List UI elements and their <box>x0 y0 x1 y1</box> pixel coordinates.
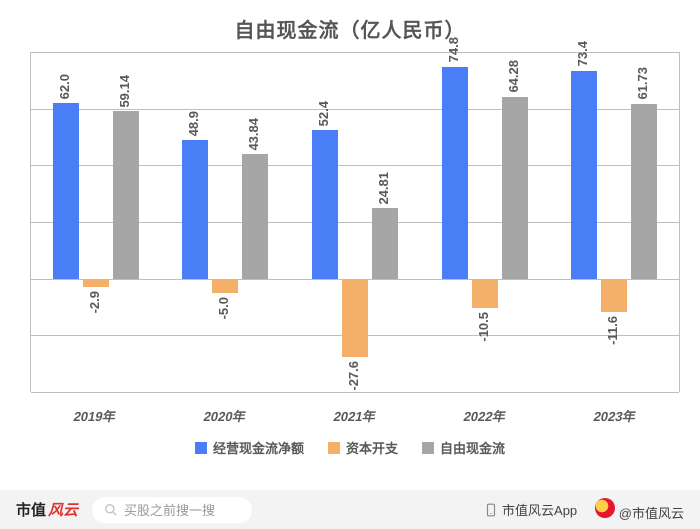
bar <box>83 279 109 287</box>
bar-value-label: 43.84 <box>246 118 261 151</box>
footer-logo-part1: 市值 <box>16 499 46 520</box>
bar-value-label: 59.14 <box>117 75 132 108</box>
search-icon <box>104 503 118 517</box>
chart-legend: 经营现金流净额 资本开支 自由现金流 <box>0 438 700 457</box>
bar <box>601 279 627 312</box>
footer-bar: 市值风云 买股之前搜一搜 市值风云App @市值风云 <box>0 490 700 529</box>
weibo-icon <box>595 498 615 518</box>
legend-label: 资本开支 <box>346 438 398 457</box>
bar <box>53 103 79 279</box>
legend-label: 自由现金流 <box>440 438 505 457</box>
chart-group: 73.4-11.661.73 <box>549 52 679 392</box>
bar-value-label: -10.5 <box>476 312 491 342</box>
search-box[interactable]: 买股之前搜一搜 <box>92 497 252 523</box>
bar <box>571 71 597 279</box>
bar <box>472 279 498 309</box>
bar-value-label: -27.6 <box>346 361 361 391</box>
bar-value-label: 61.73 <box>635 67 650 100</box>
bar-value-label: 48.9 <box>186 111 201 136</box>
footer-logo: 市值风云 <box>16 499 78 520</box>
chart-group: 62.0 -2.9 59.14 <box>31 52 161 392</box>
bar <box>372 208 398 278</box>
legend-label: 经营现金流净额 <box>213 438 304 457</box>
bar <box>442 67 468 279</box>
x-axis-category: 2021年 <box>290 400 420 430</box>
legend-item: 自由现金流 <box>422 438 505 457</box>
x-axis-category: 2019年 <box>30 400 160 430</box>
grid-line <box>31 392 679 393</box>
legend-swatch <box>422 442 434 454</box>
bar <box>113 111 139 279</box>
bar <box>312 130 338 278</box>
chart-x-axis: 2019年2020年2021年2022年2023年 <box>30 400 680 430</box>
chart-groups: 62.0 -2.9 59.14 48.9 -5.0 43.84 52.4 -27.6 24.81… <box>31 52 679 392</box>
x-axis-category: 2023年 <box>550 400 680 430</box>
bar <box>631 104 657 279</box>
chart-group: 52.4 -27.6 24.81 <box>290 52 420 392</box>
x-axis-category: 2020年 <box>160 400 290 430</box>
bar-value-label: 62.0 <box>57 74 72 99</box>
bar <box>342 279 368 357</box>
chart-group: 48.9 -5.0 43.84 <box>161 52 291 392</box>
x-axis-category: 2022年 <box>420 400 550 430</box>
bar-value-label: 24.81 <box>376 172 391 205</box>
footer-weibo: @市值风云 <box>595 498 684 522</box>
footer-right: 市值风云App @市值风云 <box>484 498 684 522</box>
bar <box>182 140 208 279</box>
chart-plot-area: 62.0 -2.9 59.14 48.9 -5.0 43.84 52.4 -27.6 24.81… <box>30 52 680 392</box>
chart-group: 74.8-10.564.28 <box>420 52 550 392</box>
legend-item: 资本开支 <box>328 438 398 457</box>
legend-swatch <box>195 442 207 454</box>
bar-value-label: 74.8 <box>446 37 461 62</box>
bar-value-label: -2.9 <box>87 291 102 313</box>
bar-value-label: -11.6 <box>605 316 620 345</box>
bar-value-label: 64.28 <box>506 60 521 93</box>
bar <box>212 279 238 293</box>
cash-flow-chart: 自由现金流（亿人民币） 62.0 -2.9 59.14 48.9 -5.0 43.84 52… <box>0 0 700 490</box>
bar <box>242 154 268 278</box>
phone-icon <box>484 503 498 517</box>
bar <box>502 97 528 279</box>
bar-value-label: 52.4 <box>316 101 331 126</box>
chart-title: 自由现金流（亿人民币） <box>0 0 700 43</box>
bar-value-label: -5.0 <box>216 297 231 319</box>
legend-item: 经营现金流净额 <box>195 438 304 457</box>
footer-logo-part2: 风云 <box>48 499 78 520</box>
bar-value-label: 73.4 <box>575 41 590 66</box>
search-placeholder: 买股之前搜一搜 <box>124 500 215 519</box>
footer-app-label: 市值风云App <box>484 500 577 519</box>
legend-swatch <box>328 442 340 454</box>
